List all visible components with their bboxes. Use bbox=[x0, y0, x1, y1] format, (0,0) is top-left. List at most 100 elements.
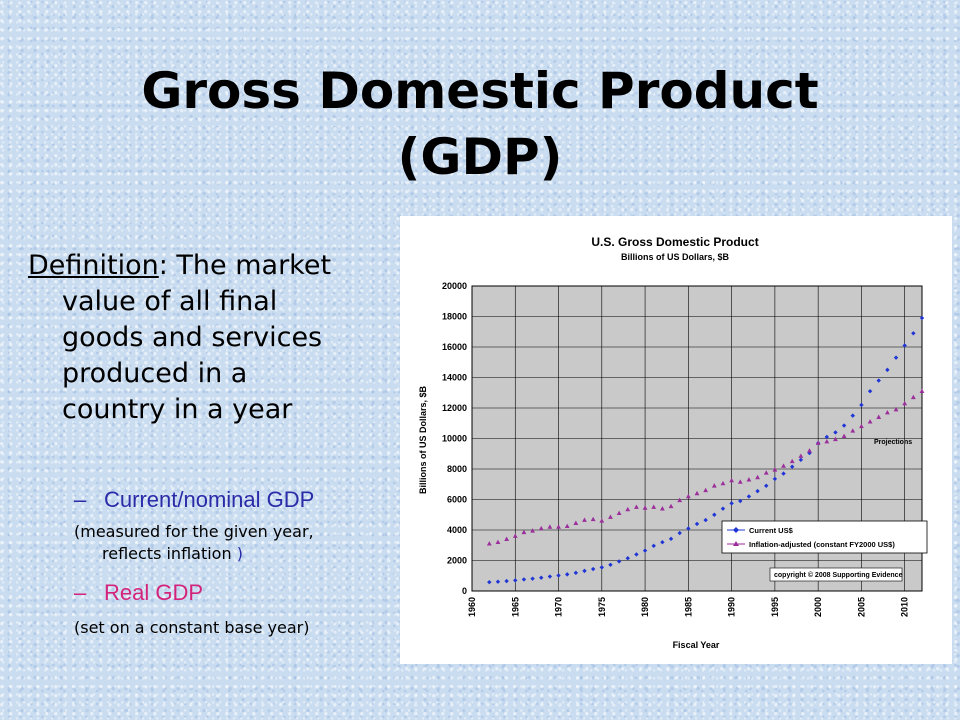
chart-title: U.S. Gross Domestic Product bbox=[591, 235, 758, 249]
x-tick-label: 1970 bbox=[554, 597, 564, 617]
y-tick-label: 14000 bbox=[442, 373, 467, 383]
data-point-adjusted bbox=[798, 453, 804, 458]
x-tick-label: 1980 bbox=[640, 597, 650, 617]
data-point-adjusted bbox=[495, 539, 501, 544]
slide-title: Gross Domestic Product (GDP) bbox=[0, 58, 960, 190]
data-point-adjusted bbox=[668, 503, 674, 509]
data-point-adjusted bbox=[634, 504, 639, 509]
data-point-current bbox=[487, 579, 492, 585]
data-point-adjusted bbox=[815, 440, 821, 445]
data-point-adjusted bbox=[789, 458, 795, 464]
data-point-adjusted bbox=[530, 528, 535, 533]
data-point-adjusted bbox=[781, 463, 786, 468]
title-line-1: Gross Domestic Product bbox=[141, 62, 819, 120]
definition-text-1: : The market bbox=[158, 250, 332, 281]
y-axis-label: Billions of US Dollars, $B bbox=[418, 385, 428, 494]
chart-legend: Current US$ Inflation-adjusted (constant… bbox=[721, 520, 928, 554]
y-tick-label: 6000 bbox=[447, 495, 467, 505]
data-point-adjusted bbox=[867, 419, 873, 424]
data-point-adjusted bbox=[642, 505, 648, 510]
data-point-current bbox=[919, 315, 925, 321]
data-point-current bbox=[712, 512, 717, 517]
data-point-current bbox=[841, 423, 847, 428]
data-point-current bbox=[772, 476, 778, 482]
data-point-adjusted bbox=[711, 483, 717, 488]
definition-text-2: value of all final bbox=[62, 286, 278, 317]
x-tick-label: 1975 bbox=[597, 597, 607, 617]
data-point-adjusted bbox=[824, 438, 830, 444]
data-point-adjusted bbox=[910, 394, 916, 400]
x-tick-label: 2000 bbox=[813, 597, 823, 617]
data-point-adjusted bbox=[582, 517, 587, 522]
data-point-adjusted bbox=[651, 504, 657, 509]
data-point-current bbox=[495, 579, 501, 584]
data-point-adjusted bbox=[608, 514, 613, 519]
bullet-real-label: Real GDP bbox=[104, 580, 204, 605]
y-tick-label: 16000 bbox=[442, 342, 467, 352]
data-point-adjusted bbox=[902, 400, 908, 406]
bullet-nominal-gdp: – Current/nominal GDP bbox=[74, 487, 314, 513]
definition-block: Definition: The market value of all fina… bbox=[28, 248, 408, 428]
gdp-chart: U.S. Gross Domestic Product Billions of … bbox=[400, 216, 952, 664]
data-point-adjusted bbox=[538, 525, 544, 531]
legend-adjusted-marker bbox=[733, 541, 739, 546]
data-point-current bbox=[694, 521, 700, 527]
data-point-adjusted bbox=[919, 388, 925, 394]
data-point-adjusted bbox=[512, 533, 518, 538]
data-point-adjusted bbox=[599, 518, 605, 523]
x-tick-label: 1990 bbox=[727, 597, 737, 617]
data-point-adjusted bbox=[737, 479, 743, 484]
data-point-current bbox=[850, 413, 855, 418]
definition-term: Definition bbox=[28, 250, 159, 281]
x-tick-label: 1995 bbox=[770, 597, 780, 617]
data-point-current bbox=[893, 355, 899, 360]
data-point-adjusted bbox=[625, 506, 631, 512]
legend-current-label: Current US$ bbox=[749, 526, 794, 535]
x-tick-label: 1985 bbox=[683, 597, 693, 617]
data-point-adjusted bbox=[841, 433, 847, 439]
data-point-current bbox=[833, 430, 838, 435]
data-point-adjusted bbox=[893, 406, 899, 412]
data-point-adjusted bbox=[729, 477, 735, 483]
data-point-current bbox=[582, 568, 587, 574]
legend-current-marker bbox=[733, 527, 739, 533]
data-point-adjusted bbox=[746, 477, 752, 482]
x-tick-label: 2005 bbox=[856, 597, 866, 617]
data-point-current bbox=[859, 402, 864, 408]
copyright-box: copyright © 2008 Supporting Evidence bbox=[769, 567, 903, 582]
data-point-adjusted bbox=[521, 529, 527, 535]
bullet-nominal-label: Current/nominal GDP bbox=[104, 487, 315, 512]
note-real: (set on a constant base year) bbox=[74, 618, 310, 637]
data-point-adjusted bbox=[677, 497, 683, 503]
x-axis-label: Fiscal Year bbox=[673, 640, 720, 650]
data-point-adjusted bbox=[772, 467, 778, 472]
data-point-adjusted bbox=[590, 516, 596, 522]
note-nominal-line-2: reflects inflation bbox=[102, 544, 232, 563]
data-point-adjusted bbox=[703, 487, 709, 493]
data-point-current bbox=[746, 494, 752, 499]
x-tick-label: 1960 bbox=[467, 597, 477, 617]
data-point-adjusted bbox=[556, 524, 561, 529]
chart-subtitle: Billions of US Dollars, $B bbox=[621, 252, 730, 262]
data-point-adjusted bbox=[616, 510, 622, 516]
definition-text-5: country in a year bbox=[62, 394, 293, 425]
note-nominal: (measured for the given year, reflects i… bbox=[74, 521, 374, 565]
data-point-adjusted bbox=[547, 524, 553, 529]
data-point-current bbox=[781, 471, 786, 476]
note-nominal-line-1: (measured for the given year, bbox=[74, 522, 314, 541]
data-point-adjusted bbox=[876, 414, 882, 419]
x-tick-label: 1965 bbox=[510, 597, 520, 617]
projections-annotation: Projections bbox=[874, 439, 912, 446]
data-point-adjusted bbox=[884, 409, 890, 415]
data-point-adjusted bbox=[659, 506, 665, 511]
bullet-real-gdp: – Real GDP bbox=[74, 580, 203, 606]
y-tick-label: 18000 bbox=[442, 312, 467, 322]
definition-text-3: goods and services bbox=[62, 322, 323, 353]
definition-text-4: produced in a bbox=[62, 358, 248, 389]
gdp-chart-svg: U.S. Gross Domestic Product Billions of … bbox=[418, 235, 928, 650]
data-point-current bbox=[911, 331, 916, 336]
data-point-adjusted bbox=[564, 523, 570, 528]
title-line-2: (GDP) bbox=[397, 128, 563, 186]
bullet-dash: – bbox=[74, 487, 87, 512]
data-point-adjusted bbox=[807, 448, 812, 453]
